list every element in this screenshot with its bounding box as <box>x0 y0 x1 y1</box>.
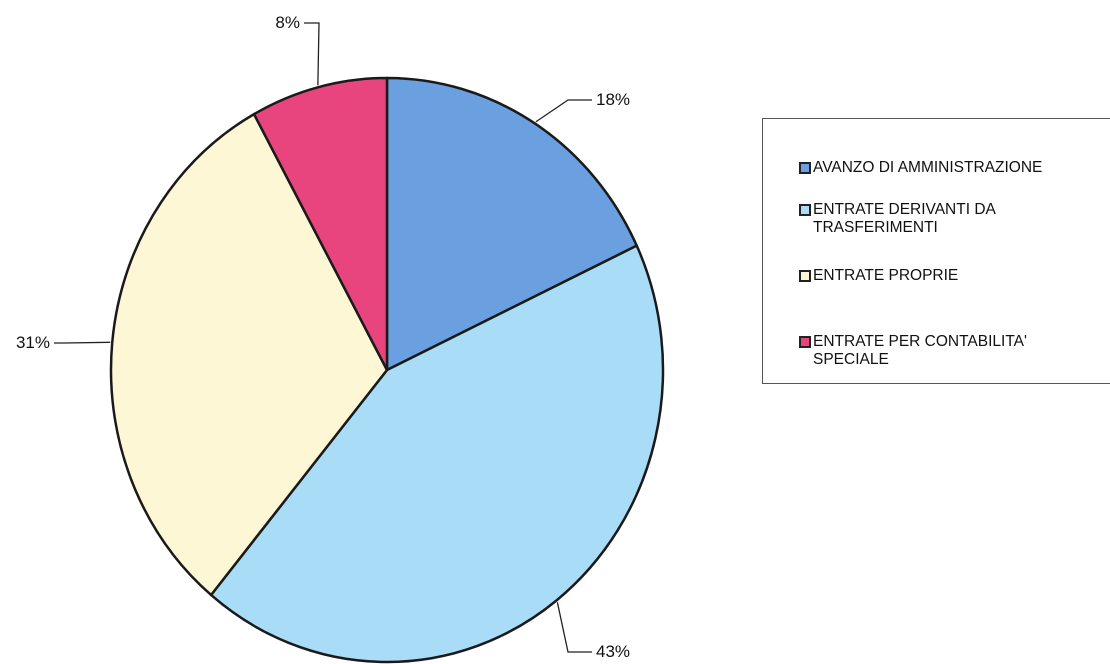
legend-label-trasferimenti: ENTRATE DERIVANTI DA TRASFERIMENTI <box>813 201 996 236</box>
legend-swatch-avanzo <box>799 162 811 174</box>
data-label-trasferimenti: 43% <box>596 642 630 661</box>
legend-swatch-proprie <box>799 270 811 282</box>
legend-item-contabilita: ENTRATE PER CONTABILITA' SPECIALE <box>799 333 1027 369</box>
leader-line-trasferimenti <box>556 602 592 653</box>
data-label-proprie: 31% <box>16 333 50 352</box>
data-label-contabilita: 8% <box>275 13 300 32</box>
pie-slice-proprie <box>109 112 389 597</box>
legend-label-contabilita: ENTRATE PER CONTABILITA' SPECIALE <box>813 333 1027 368</box>
legend-label-proprie: ENTRATE PROPRIE <box>813 267 959 284</box>
legend-item-trasferimenti: ENTRATE DERIVANTI DA TRASFERIMENTI <box>799 201 996 237</box>
legend-swatch-contabilita <box>799 336 811 348</box>
leader-line-avanzo <box>535 99 592 123</box>
legend-item-avanzo: AVANZO DI AMMINISTRAZIONE <box>799 159 1042 177</box>
pie-slice-contabilita <box>252 76 389 372</box>
legend-swatch-trasferimenti <box>799 204 811 216</box>
pie-slice-avanzo <box>385 76 638 372</box>
legend-item-proprie: ENTRATE PROPRIE <box>799 267 958 285</box>
legend-label-avanzo: AVANZO DI AMMINISTRAZIONE <box>813 159 1043 176</box>
pie-slice-trasferimenti <box>209 244 665 664</box>
data-label-avanzo: 18% <box>596 90 630 109</box>
leader-line-proprie <box>54 341 111 344</box>
legend: AVANZO DI AMMINISTRAZIONE ENTRATE DERIVA… <box>762 118 1110 384</box>
leader-line-contabilita <box>304 22 320 86</box>
